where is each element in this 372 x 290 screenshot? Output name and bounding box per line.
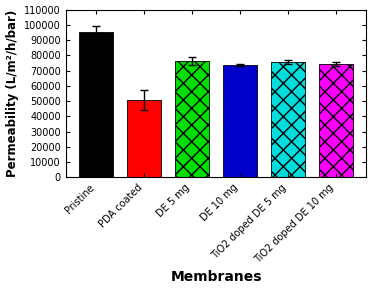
X-axis label: Membranes: Membranes — [170, 271, 262, 284]
Bar — [319, 64, 353, 177]
Bar — [271, 62, 305, 177]
Y-axis label: Permeability (L/m²/h/bar): Permeability (L/m²/h/bar) — [6, 10, 19, 177]
Bar — [127, 100, 161, 177]
Bar — [175, 61, 209, 177]
Bar — [79, 32, 113, 177]
Bar — [223, 65, 257, 177]
